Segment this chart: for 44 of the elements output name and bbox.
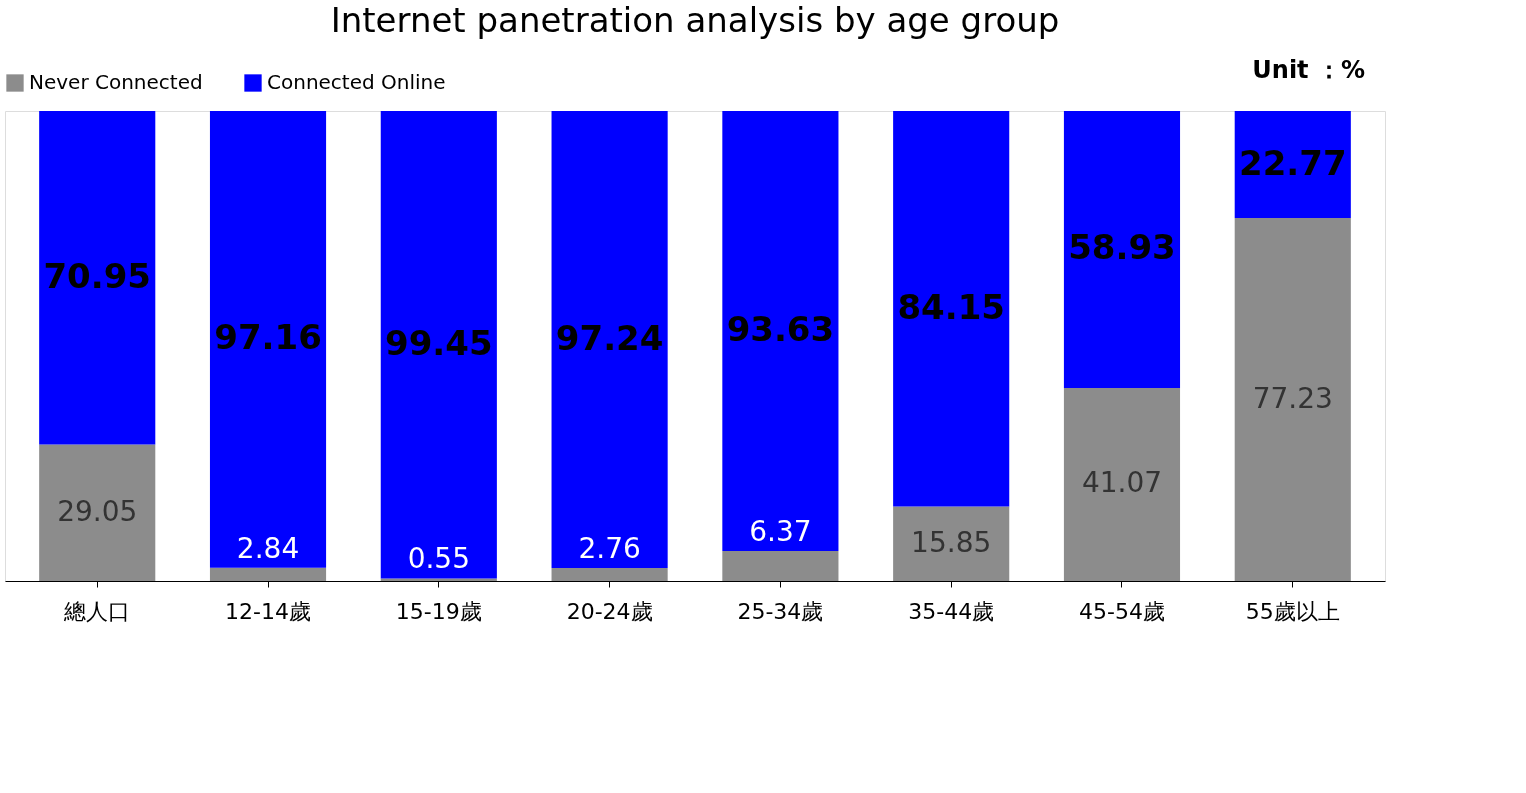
bar [1234, 111, 1351, 219]
data-label: 97.16 [214, 317, 322, 358]
bar [39, 111, 156, 445]
data-label: 2.84 [236, 531, 300, 565]
bar [893, 111, 1010, 507]
data-label: 0.55 [407, 542, 470, 576]
bar [1234, 218, 1351, 581]
x-tick-label: 35-44歲 [908, 598, 995, 624]
data-label: 29.05 [57, 494, 138, 528]
data-label: 93.63 [726, 309, 835, 350]
data-label: 6.37 [749, 515, 812, 549]
bar [722, 111, 839, 552]
data-label: 58.93 [1068, 227, 1176, 268]
bar [551, 111, 668, 569]
data-label: 70.95 [43, 255, 151, 296]
bar [209, 111, 327, 568]
data-label: 41.07 [1081, 466, 1163, 500]
text: Unit ：% [1252, 56, 1365, 84]
data-label: 77.23 [1252, 381, 1333, 415]
legend-label: Never Connected [29, 70, 203, 94]
bar [893, 506, 1010, 581]
bar [39, 444, 156, 581]
x-tick-label: 總人口 [63, 598, 131, 624]
x-tick-label: 20-24歲 [566, 598, 653, 624]
bar [209, 567, 327, 581]
legend-label: Connected Online [267, 70, 446, 94]
chart-title: Internet panetration analysis by age group [330, 0, 1060, 40]
data-label: 97.24 [555, 317, 664, 358]
x-tick-label: 12-14歲 [225, 598, 311, 624]
bar [551, 568, 668, 581]
x-tick-label: 15-19歲 [395, 598, 482, 624]
data-label: 84.15 [897, 286, 1005, 327]
bar [1063, 387, 1181, 581]
bar [380, 111, 497, 579]
data-label: 15.85 [911, 525, 992, 559]
x-tick-label: 55歲以上 [1245, 598, 1340, 624]
x-tick-label: 25-34歲 [737, 598, 824, 624]
bar [722, 551, 839, 581]
x-tick-label: 45-54歲 [1079, 598, 1165, 624]
data-label: 2.76 [578, 532, 641, 566]
data-label: 99.45 [385, 322, 493, 363]
data-label: 22.77 [1239, 142, 1347, 183]
bar [380, 578, 497, 581]
bar [1063, 111, 1181, 388]
